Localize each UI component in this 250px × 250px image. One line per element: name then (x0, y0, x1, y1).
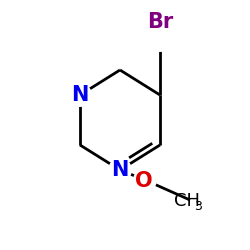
Circle shape (69, 84, 91, 106)
Text: 3: 3 (194, 200, 202, 213)
Circle shape (146, 24, 174, 51)
Text: N: N (111, 160, 129, 180)
Text: N: N (71, 85, 89, 105)
Circle shape (109, 159, 131, 181)
Circle shape (134, 169, 156, 191)
Text: O: O (135, 171, 152, 191)
Text: Br: Br (147, 12, 173, 32)
Text: CH: CH (174, 192, 200, 210)
